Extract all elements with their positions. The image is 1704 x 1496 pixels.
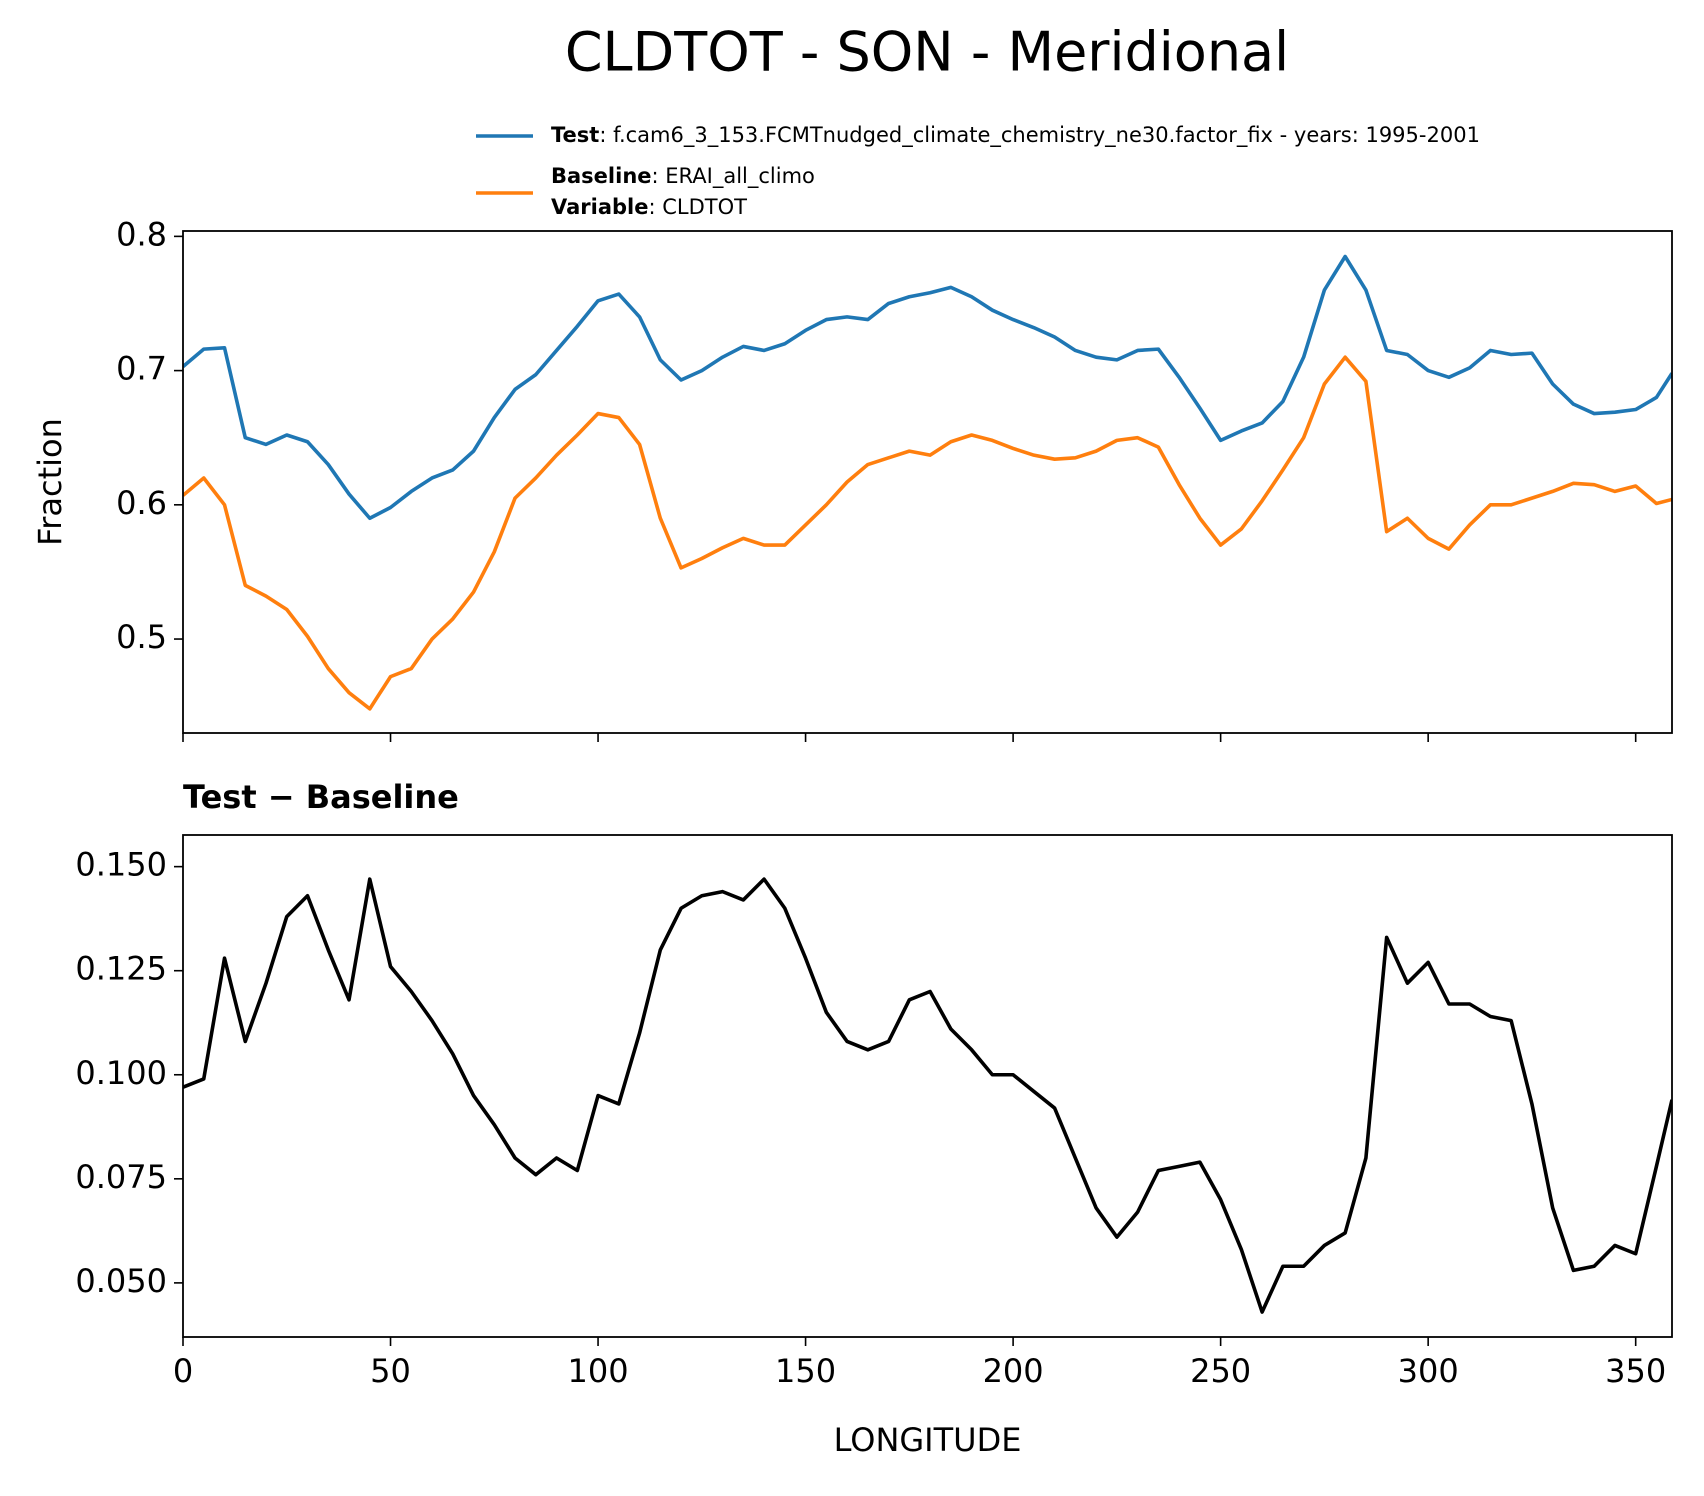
y-tick-label: 0.5 — [116, 618, 167, 656]
x-axis-label: LONGITUDE — [834, 1421, 1022, 1459]
data-line — [183, 254, 1672, 521]
legend-text: Variable: CLDTOT — [551, 195, 747, 219]
x-tick-label: 200 — [983, 1352, 1044, 1390]
x-tick-label: 50 — [370, 1352, 411, 1390]
y-tick-label: 0.125 — [75, 950, 167, 988]
y-tick-label: 0.150 — [75, 846, 167, 884]
panel-title: Test − Baseline — [183, 778, 459, 816]
y-tick-label: 0.6 — [116, 484, 167, 522]
x-tick-label: 300 — [1398, 1352, 1459, 1390]
axes-frame — [182, 230, 1673, 734]
x-tick-label: 350 — [1605, 1352, 1666, 1390]
plot-area — [183, 877, 1672, 1314]
figure-title: CLDTOT - SON - Meridional — [565, 21, 1289, 84]
legend-detail: : f.cam6_3_153.FCMTnudged_climate_chemis… — [599, 123, 1480, 148]
x-tick-label: 150 — [775, 1352, 836, 1390]
axes-frame — [182, 834, 1673, 1338]
plot-area — [183, 254, 1672, 711]
y-tick-label: 0.050 — [75, 1262, 167, 1300]
legend-key: Baseline — [551, 164, 652, 188]
x-tick-label: 0 — [173, 1352, 193, 1390]
data-line — [183, 355, 1672, 711]
legend-text: Baseline: ERAI_all_climo — [551, 164, 815, 189]
x-tick-label: 250 — [1190, 1352, 1251, 1390]
legend-detail: : CLDTOT — [648, 195, 747, 219]
data-line — [183, 877, 1672, 1314]
y-tick-label: 0.075 — [75, 1158, 167, 1196]
y-axis-label: Fraction — [31, 418, 69, 546]
x-tick-label: 100 — [568, 1352, 629, 1390]
legend-detail: : ERAI_all_climo — [652, 164, 815, 189]
legend-text: Test: f.cam6_3_153.FCMTnudged_climate_ch… — [551, 123, 1480, 148]
y-tick-label: 0.100 — [75, 1054, 167, 1092]
legend-key: Variable — [551, 195, 648, 219]
y-tick-label: 0.8 — [116, 215, 167, 253]
legend-key: Test — [551, 123, 599, 147]
y-tick-label: 0.7 — [116, 350, 167, 388]
